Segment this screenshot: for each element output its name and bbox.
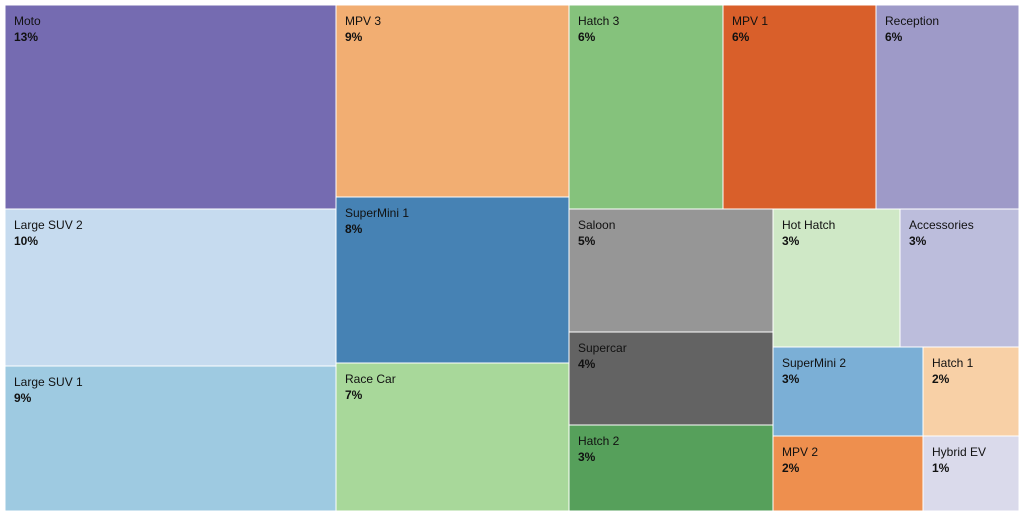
treemap-cell-supercar: Supercar 4% <box>568 331 774 426</box>
treemap-label-mpv-3: MPV 3 <box>345 14 381 28</box>
treemap-percent-reception: 6% <box>885 30 903 44</box>
treemap-label-hybrid-ev: Hybrid EV <box>932 445 986 459</box>
treemap-rect-saloon <box>568 208 774 333</box>
treemap-cell-hatch-1: Hatch 1 2% <box>922 346 1020 437</box>
treemap-percent-large-suv-1: 9% <box>14 391 32 405</box>
treemap-percent-hatch-3: 6% <box>578 30 596 44</box>
treemap-label-hatch-1: Hatch 1 <box>932 356 974 370</box>
treemap-percent-moto: 13% <box>14 30 38 44</box>
treemap-rect-large-suv-2 <box>4 208 337 367</box>
treemap-rect-moto <box>4 4 337 210</box>
treemap-percent-supermini-1: 8% <box>345 222 363 236</box>
treemap-label-mpv-2: MPV 2 <box>782 445 818 459</box>
treemap-cell-mpv-2: MPV 2 2% <box>772 435 924 512</box>
treemap-label-race-car: Race Car <box>345 372 396 386</box>
treemap-cell-moto: Moto 13% <box>4 4 337 210</box>
treemap-percent-hot-hatch: 3% <box>782 234 800 248</box>
treemap-percent-hatch-2: 3% <box>578 450 596 464</box>
treemap-percent-mpv-3: 9% <box>345 30 363 44</box>
treemap-label-reception: Reception <box>885 14 939 28</box>
treemap-percent-race-car: 7% <box>345 388 363 402</box>
treemap-cell-hot-hatch: Hot Hatch 3% <box>772 208 901 348</box>
treemap-label-large-suv-2: Large SUV 2 <box>14 218 83 232</box>
treemap-label-hatch-3: Hatch 3 <box>578 14 620 28</box>
treemap-percent-supercar: 4% <box>578 357 596 371</box>
treemap-label-saloon: Saloon <box>578 218 615 232</box>
treemap-rect-mpv-3 <box>335 4 570 198</box>
treemap-percent-accessories: 3% <box>909 234 927 248</box>
treemap-rect-large-suv-1 <box>4 365 337 512</box>
treemap-cell-mpv-1: MPV 1 6% <box>722 4 877 210</box>
treemap-cell-hatch-2: Hatch 2 3% <box>568 424 774 512</box>
treemap-cell-hybrid-ev: Hybrid EV 1% <box>922 435 1020 512</box>
treemap-cell-reception: Reception 6% <box>875 4 1020 210</box>
treemap-label-hot-hatch: Hot Hatch <box>782 218 835 232</box>
treemap-label-hatch-2: Hatch 2 <box>578 434 620 448</box>
treemap-rect-mpv-2 <box>772 435 924 512</box>
treemap-rect-hatch-1 <box>922 346 1020 437</box>
treemap-rect-mpv-1 <box>722 4 877 210</box>
treemap-percent-mpv-1: 6% <box>732 30 750 44</box>
treemap-rect-accessories <box>899 208 1020 348</box>
treemap-rect-hatch-2 <box>568 424 774 512</box>
treemap-cell-saloon: Saloon 5% <box>568 208 774 333</box>
treemap-rect-supermini-1 <box>335 196 570 364</box>
treemap-cell-large-suv-2: Large SUV 2 10% <box>4 208 337 367</box>
treemap-cell-mpv-3: MPV 3 9% <box>335 4 570 198</box>
treemap-label-moto: Moto <box>14 14 41 28</box>
treemap-label-accessories: Accessories <box>909 218 974 232</box>
treemap-cell-accessories: Accessories 3% <box>899 208 1020 348</box>
treemap-cell-supermini-2: SuperMini 2 3% <box>772 346 924 437</box>
treemap-cell-supermini-1: SuperMini 1 8% <box>335 196 570 364</box>
treemap-cell-large-suv-1: Large SUV 1 9% <box>4 365 337 512</box>
treemap-percent-hybrid-ev: 1% <box>932 461 950 475</box>
treemap-label-large-suv-1: Large SUV 1 <box>14 375 83 389</box>
treemap-cell-hatch-3: Hatch 3 6% <box>568 4 724 210</box>
treemap-rect-reception <box>875 4 1020 210</box>
treemap-percent-large-suv-2: 10% <box>14 234 38 248</box>
treemap-label-supermini-1: SuperMini 1 <box>345 206 409 220</box>
treemap-label-supermini-2: SuperMini 2 <box>782 356 846 370</box>
treemap-label-mpv-1: MPV 1 <box>732 14 768 28</box>
treemap-rect-hatch-3 <box>568 4 724 210</box>
treemap-percent-supermini-2: 3% <box>782 372 800 386</box>
treemap-rect-hybrid-ev <box>922 435 1020 512</box>
treemap-cell-race-car: Race Car 7% <box>335 362 570 512</box>
treemap-percent-hatch-1: 2% <box>932 372 950 386</box>
treemap-rect-race-car <box>335 362 570 512</box>
treemap-percent-saloon: 5% <box>578 234 596 248</box>
treemap-label-supercar: Supercar <box>578 341 627 355</box>
treemap-percent-mpv-2: 2% <box>782 461 800 475</box>
